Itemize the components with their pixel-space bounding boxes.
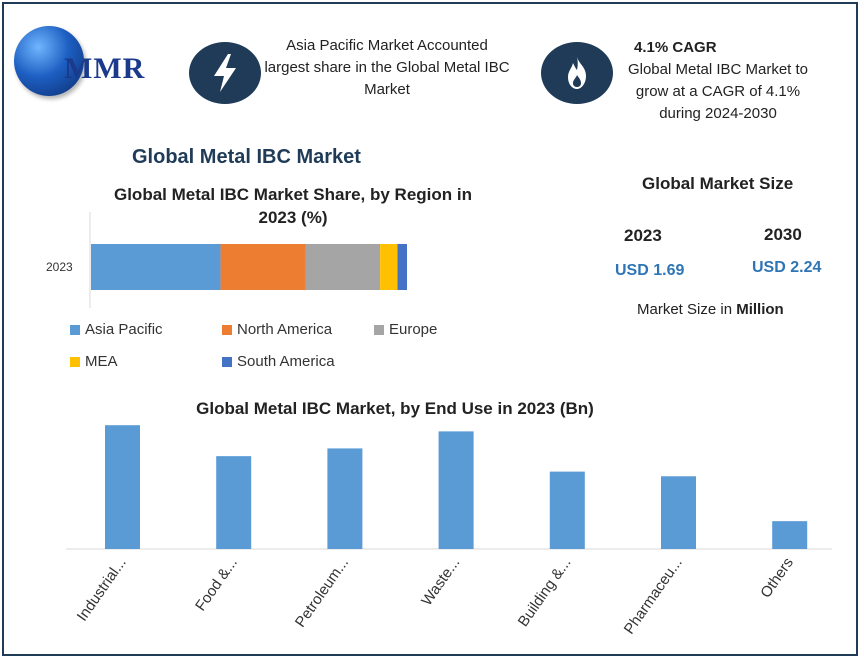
enduse-category-label: Petroleum... bbox=[292, 555, 352, 631]
flame-icon bbox=[541, 42, 613, 104]
enduse-bar bbox=[772, 521, 808, 549]
enduse-bar bbox=[438, 431, 474, 549]
region-segment-south-america bbox=[397, 244, 407, 290]
globe-logo-icon bbox=[14, 26, 84, 96]
legend-europe: Europe bbox=[374, 321, 437, 338]
year-2030-label: 2030 bbox=[764, 225, 802, 244]
legend-label: Europe bbox=[389, 321, 438, 338]
enduse-bar bbox=[105, 425, 140, 549]
value-2030: USD 2.24 bbox=[752, 259, 822, 276]
enduse-category-label: Others bbox=[757, 555, 797, 602]
share-highlight-text: Asia Pacific Market Accounted largest sh… bbox=[264, 37, 510, 98]
enduse-category-label: Food &... bbox=[192, 555, 241, 615]
region-category-label: 2023 bbox=[46, 260, 73, 274]
region-segment-asia-pacific bbox=[91, 244, 221, 290]
legend-asia-pacific: Asia Pacific bbox=[70, 321, 163, 338]
enduse-category-label: Pharmaceu... bbox=[621, 555, 686, 638]
market-size-note: Market Size in Million bbox=[637, 301, 784, 318]
enduse-bar bbox=[327, 448, 363, 549]
legend-label: Asia Pacific bbox=[85, 321, 163, 338]
region-segment-mea bbox=[380, 244, 398, 290]
legend-swatch bbox=[70, 324, 80, 335]
legend-north-america: North America bbox=[222, 321, 332, 338]
cagr-title: 4.1% CAGR bbox=[634, 39, 717, 56]
enduse-bar bbox=[216, 456, 252, 549]
enduse-category-label: Waste... bbox=[418, 555, 463, 609]
legend-label: North America bbox=[237, 321, 333, 338]
enduse-bar bbox=[549, 471, 585, 549]
enduse-category-label: Building &... bbox=[515, 555, 575, 630]
legend-label: MEA bbox=[85, 353, 118, 370]
legend-swatch bbox=[222, 356, 232, 367]
region-segment-north-america bbox=[220, 244, 306, 290]
market-size-note-prefix: Market Size in bbox=[637, 301, 737, 318]
value-2023: USD 1.69 bbox=[615, 262, 685, 279]
logo-text: MMR bbox=[64, 52, 146, 85]
enduse-chart-title: Global Metal IBC Market, by End Use in 2… bbox=[196, 399, 594, 418]
lightning-icon bbox=[189, 42, 261, 104]
market-size-note-unit: Million bbox=[736, 301, 784, 318]
region-chart-title: Global Metal IBC Market Share, by Region… bbox=[113, 185, 472, 227]
legend-label: South America bbox=[237, 353, 335, 370]
legend-swatch bbox=[222, 324, 232, 335]
market-size-title: Global Market Size bbox=[642, 174, 794, 193]
legend-swatch bbox=[70, 356, 80, 367]
page-title: Global Metal IBC Market bbox=[132, 146, 361, 168]
legend-mea: MEA bbox=[70, 353, 118, 370]
enduse-category-label: Industrial... bbox=[74, 555, 130, 625]
enduse-bar bbox=[661, 476, 696, 549]
region-segment-europe bbox=[305, 244, 381, 290]
legend-south-america: South America bbox=[222, 353, 335, 370]
year-2023-label: 2023 bbox=[624, 226, 662, 245]
cagr-text: Global Metal IBC Market to grow at a CAG… bbox=[627, 61, 809, 122]
legend-swatch bbox=[374, 324, 384, 335]
